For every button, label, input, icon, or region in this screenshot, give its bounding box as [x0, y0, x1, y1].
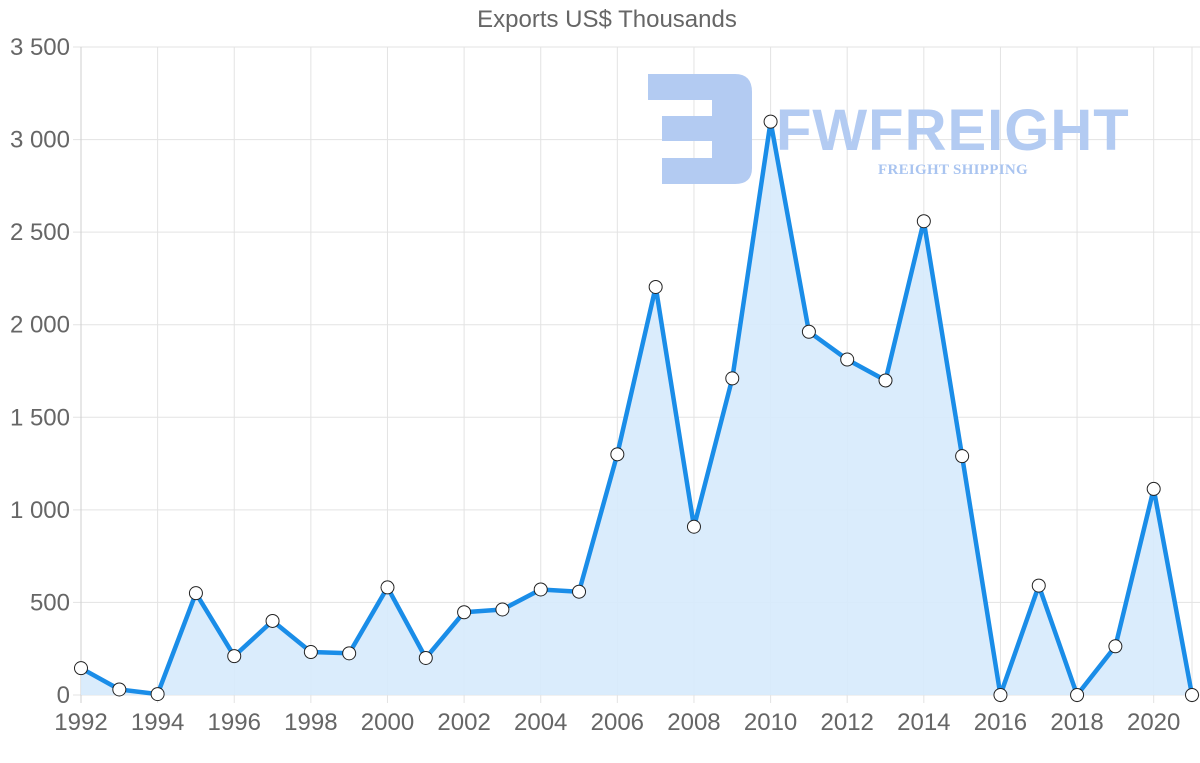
x-tick-label: 2002 — [437, 709, 490, 736]
chart-title: Exports US$ Thousands — [477, 6, 737, 33]
logo-tagline-text: FREIGHT SHIPPING — [878, 162, 1028, 178]
data-point[interactable]: 2002: 447 — [457, 605, 472, 620]
y-axis: 0 500 1 000 1 500 2 000 2 500 3 000 3 500 — [10, 34, 70, 709]
data-point[interactable]: 2019: 263 — [1108, 639, 1123, 654]
x-tick-label: 1996 — [208, 709, 261, 736]
y-tick-label: 1 000 — [10, 497, 70, 524]
y-tick-label: 3 500 — [10, 34, 70, 61]
y-tick-label: 2 500 — [10, 219, 70, 246]
data-point[interactable]: 2021: 0 — [1185, 688, 1199, 702]
data-point[interactable]: 1998: 232 — [303, 645, 318, 660]
data-points: 1992: 145 1993: 30 1994: 5 1995: 550 1996: 2… — [74, 114, 1199, 702]
y-tick-label: 2 000 — [10, 312, 70, 339]
x-axis: 1992 1994 1996 1998 2000 2002 2004 2006 2008 2010… — [54, 709, 1180, 736]
x-tick-label: 2018 — [1050, 709, 1103, 736]
x-tick-label: 2000 — [361, 709, 414, 736]
x-tick-label: 2004 — [514, 709, 567, 736]
y-tick-label: 500 — [30, 589, 70, 616]
data-point[interactable]: 1994: 5 — [150, 687, 165, 702]
x-tick-label: 2008 — [667, 709, 720, 736]
data-point[interactable]: 1993: 30 — [112, 682, 127, 697]
data-point[interactable]: 1996: 210 — [227, 649, 242, 664]
data-point[interactable]: 2018: 0 — [1070, 688, 1085, 702]
data-point[interactable]: 2009: 1710 — [725, 371, 740, 386]
data-point[interactable]: 2004: 570 — [533, 582, 548, 597]
data-point[interactable]: 2008: 909 — [686, 519, 701, 534]
x-tick-label: 2020 — [1127, 709, 1180, 736]
data-point[interactable]: 2015: 1290 — [955, 449, 970, 464]
y-tick-label: 1 500 — [10, 404, 70, 431]
data-point[interactable]: 2003: 462 — [495, 602, 510, 617]
x-tick-label: 2016 — [974, 709, 1027, 736]
x-tick-label: 2010 — [744, 709, 797, 736]
data-point[interactable]: 2011: 1962 — [801, 324, 816, 339]
data-point[interactable]: 1997: 400 — [265, 613, 280, 628]
data-point[interactable]: 2005: 558 — [572, 584, 587, 599]
data-point[interactable]: 2010: 3097 — [763, 114, 778, 129]
data-point[interactable]: 2020: 1113 — [1146, 481, 1161, 496]
data-point[interactable]: 2000: 581 — [380, 580, 395, 595]
y-tick-label: 0 — [57, 682, 70, 709]
data-point[interactable]: 2017: 591 — [1031, 578, 1046, 593]
x-tick-label: 2014 — [897, 709, 950, 736]
x-tick-label: 1998 — [284, 709, 337, 736]
data-line — [79, 119, 1195, 698]
data-point[interactable]: 2001: 200 — [418, 650, 433, 665]
x-tick-label: 1994 — [131, 709, 184, 736]
data-point[interactable]: 1992: 145 — [74, 661, 88, 676]
data-point[interactable]: 2006: 1300 — [610, 447, 625, 462]
data-point[interactable]: 1995: 550 — [188, 586, 203, 601]
logo-mark-icon — [648, 74, 752, 184]
x-tick-label: 1992 — [54, 709, 107, 736]
area-fill — [81, 121, 1192, 696]
data-point[interactable]: 2007: 2204 — [648, 279, 663, 294]
x-tick-label: 2012 — [821, 709, 874, 736]
data-point[interactable]: 2012: 1812 — [840, 352, 855, 367]
y-tick-label: 3 000 — [10, 127, 70, 154]
x-tick-label: 2006 — [591, 709, 644, 736]
data-point[interactable]: 2016: 0 — [993, 688, 1008, 702]
data-point[interactable]: 2014: 2559 — [916, 214, 931, 229]
logo-brand-text: FWFREIGHT — [776, 98, 1130, 163]
data-point[interactable]: 2013: 1699 — [878, 373, 893, 388]
data-point[interactable]: 1999: 225 — [342, 646, 357, 661]
watermark-logo: FWFREIGHT FREIGHT SHIPPING — [648, 74, 1130, 184]
